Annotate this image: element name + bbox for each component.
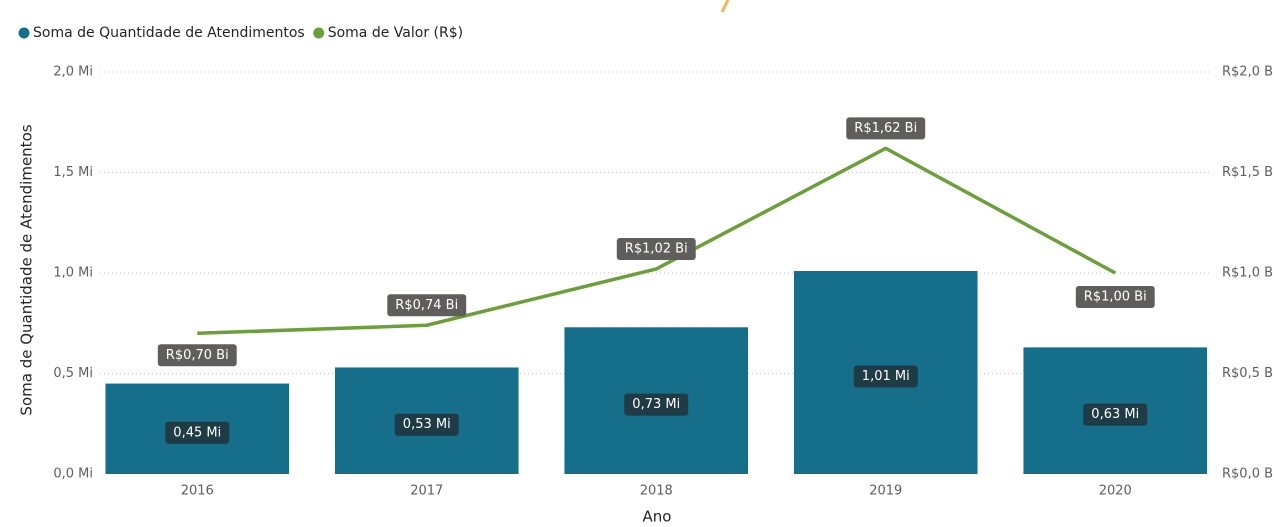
- line-value-label-bg: [846, 117, 926, 140]
- bar-value-label-bg: [624, 393, 689, 416]
- line-value-label-bg: [387, 294, 467, 317]
- y2-tick-label: R$0,5 B: [1222, 366, 1273, 381]
- y2-tick-label: R$0,0 B: [1222, 467, 1273, 482]
- bar-value-label-bg: [853, 365, 918, 388]
- x-tick-label: 2018: [640, 484, 673, 499]
- bar-value-label: 0,73 Mi: [632, 397, 680, 412]
- bar-value-label: 0,63 Mi: [1091, 407, 1139, 422]
- legend-label: Soma de Quantidade de Atendimentos: [33, 25, 305, 41]
- y2-tick-label: R$2,0 B: [1222, 65, 1273, 80]
- line-value-label: R$0,70 Bi: [166, 348, 229, 363]
- y-tick-label: 2,0 Mi: [53, 65, 93, 80]
- x-tick-label: 2016: [181, 484, 214, 499]
- y-axis-title: Soma de Quantidade de Atendimentos: [18, 124, 36, 415]
- y-tick-label: 0,0 Mi: [53, 467, 93, 482]
- line-value-label: R$1,62 Bi: [854, 121, 917, 136]
- legend-label: Soma de Valor (R$): [328, 25, 463, 41]
- y-tick-label: 1,0 Mi: [53, 266, 93, 281]
- line: [197, 146, 1117, 336]
- bar-value-label: 0,45 Mi: [173, 425, 221, 440]
- y2-tick-label: R$1,0 B: [1222, 266, 1273, 281]
- line-value-label: R$1,02 Bi: [625, 241, 688, 256]
- bar-value-label: 1,01 Mi: [862, 369, 910, 384]
- legend-marker: [18, 27, 30, 39]
- x-tick-label: 2019: [869, 484, 902, 499]
- bar-value-label-bg: [1083, 403, 1148, 426]
- bar-value-label-bg: [165, 421, 230, 444]
- x-tick-label: 2017: [410, 484, 443, 499]
- bar-value-label: 0,53 Mi: [403, 417, 451, 432]
- line-value-label-bg: [1075, 286, 1155, 308]
- bar-value-label-bg: [394, 413, 459, 436]
- y2-tick-label: R$1,5 B: [1222, 165, 1273, 180]
- line-value-label-bg: [616, 237, 696, 260]
- legend-marker: [313, 27, 325, 39]
- y-tick-label: 1,5 Mi: [53, 165, 93, 180]
- x-axis-title: Ano: [643, 508, 672, 526]
- line-value-label: R$0,74 Bi: [395, 298, 458, 313]
- decoration: [720, 0, 730, 13]
- y-tick-label: 0,5 Mi: [53, 366, 93, 381]
- line-value-label-bg: [157, 344, 237, 367]
- line-value-label: R$1,00 Bi: [1084, 290, 1147, 305]
- x-tick-label: 2020: [1099, 484, 1132, 499]
